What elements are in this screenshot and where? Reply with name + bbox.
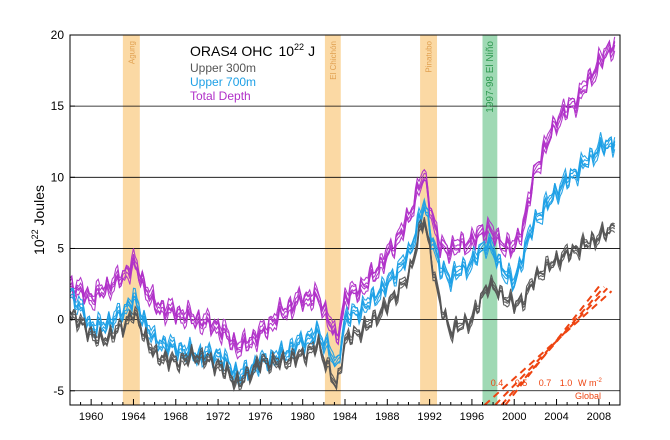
- x-tick-label: 1964: [121, 411, 145, 423]
- y-tick-label: 0: [57, 313, 64, 327]
- x-axis: 1960 1964 1968 1972 1976 1980 1984 1988 1992 1996…: [69, 399, 621, 423]
- y-tick-label: 20: [51, 28, 65, 42]
- legend-upper-700m: Upper 700m: [190, 75, 256, 89]
- series-line: [70, 41, 616, 352]
- x-tick-label: 1984: [333, 411, 357, 423]
- trend-line: [483, 290, 613, 405]
- y-axis-label-base: 10: [31, 239, 47, 255]
- trend-rate-label: 0.4: [491, 378, 504, 388]
- x-tick-label: 1972: [206, 411, 230, 423]
- y-tick-label: 15: [51, 99, 65, 113]
- legend-total-depth: Total Depth: [190, 89, 251, 103]
- chart-title-unit: J: [308, 43, 315, 59]
- legend: ORAS4 OHC 1022 J Upper 300m Upper 700m Tot…: [190, 42, 315, 103]
- x-tick-label: 1992: [417, 411, 441, 423]
- event-labels: Agung El Chichón Pinatubo 1997-98 El Niño: [127, 40, 496, 112]
- event-label: Pinatubo: [425, 40, 434, 72]
- trend-unit: W m-2: [578, 378, 602, 388]
- y-axis-label: 1022 Joules: [30, 185, 47, 255]
- trend-caption: Global: [575, 391, 601, 401]
- legend-upper-300m: Upper 300m: [190, 61, 256, 75]
- event-label: 1997-98 El Niño: [485, 41, 496, 113]
- series-line: [70, 44, 616, 354]
- trend-unit-exponent: -2: [597, 378, 603, 384]
- x-tick-label: 2000: [502, 411, 526, 423]
- event-band: [324, 35, 341, 405]
- event-label: El Chichón: [329, 41, 338, 80]
- y-axis-label-text: Joules: [31, 185, 47, 229]
- event-band: [122, 35, 140, 405]
- y-gridlines: [70, 105, 620, 392]
- y-axis: -5 0 5 10 15 20: [51, 28, 75, 398]
- trend-line: [494, 287, 609, 405]
- trend-rate-label: 0.5: [515, 378, 528, 388]
- event-label: Agung: [127, 41, 136, 64]
- x-tick-label: 1968: [164, 411, 188, 423]
- chart-title: ORAS4 OHC 1022 J: [190, 42, 315, 59]
- x-tick-label: 1960: [79, 411, 103, 423]
- trend-annotation: 0.4 0.5 0.7 1.0 W m-2 Global: [491, 378, 603, 401]
- x-tick-label: 1976: [248, 411, 272, 423]
- trend-unit-text: W m: [578, 378, 597, 388]
- chart-title-exponent: 22: [294, 42, 304, 52]
- trend-lines: [483, 283, 613, 405]
- series-line: [70, 39, 616, 350]
- series-line: [70, 132, 616, 376]
- x-tick-label: 1996: [460, 411, 484, 423]
- x-tick-label: 2004: [544, 411, 568, 423]
- event-band: [482, 35, 498, 405]
- y-tick-label: 5: [57, 241, 64, 255]
- y-tick-label: -5: [53, 384, 64, 398]
- series-line: [70, 48, 616, 360]
- chart-title-base: 10: [278, 43, 294, 59]
- series-lines: [70, 36, 616, 392]
- x-tick-label: 1988: [375, 411, 399, 423]
- trend-rate-label: 0.7: [539, 378, 552, 388]
- y-axis-label-exponent: 22: [30, 229, 40, 239]
- trend-rate-label: 1.0: [560, 378, 573, 388]
- trend-line: [504, 283, 602, 405]
- y-tick-label: 10: [51, 170, 65, 184]
- series-line: [70, 36, 616, 346]
- series-line: [70, 216, 615, 386]
- x-tick-label: 2008: [587, 411, 611, 423]
- x-tick-label: 1980: [290, 411, 314, 423]
- chart-title-text: ORAS4 OHC: [190, 43, 272, 59]
